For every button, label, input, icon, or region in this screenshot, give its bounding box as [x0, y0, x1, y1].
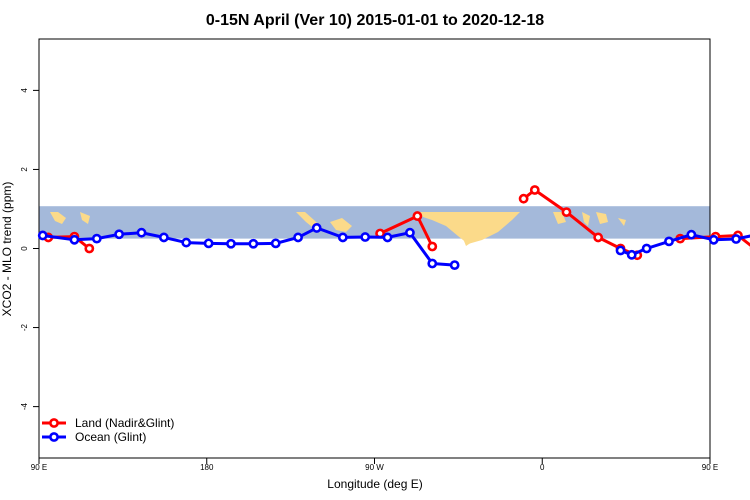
ocean-data-point [382, 232, 393, 243]
y-tick-label: 2 [20, 167, 29, 172]
x-tick-label: 90 E [31, 463, 47, 472]
ocean-data-point [360, 232, 371, 242]
ocean-data-point [626, 249, 637, 260]
legend-ocean-label: Ocean (Glint) [75, 430, 146, 444]
legend-land-marker [49, 418, 59, 428]
y-axis-label: XCO2 - MLO trend (ppm) [0, 182, 14, 317]
land-data-point [593, 232, 604, 243]
land-data-point [84, 243, 95, 254]
x-axis: 90 E 180 90 W 0 90 E [31, 458, 718, 472]
ocean-data-point [337, 232, 348, 243]
ocean-data-point [270, 238, 281, 249]
ocean-data-point [114, 229, 125, 240]
ocean-data-point [615, 245, 626, 256]
ocean-data-point [311, 223, 322, 233]
x-tick-label: 90 E [702, 463, 718, 472]
plot-frame [38, 38, 711, 459]
ocean-data-point [293, 232, 303, 243]
land-data-point [412, 211, 423, 221]
ocean-data-point [686, 229, 697, 240]
ocean-data-point [226, 238, 236, 249]
legend: Land (Nadir&Glint) Ocean (Glint) [42, 416, 174, 444]
ocean-data-point [158, 232, 169, 243]
ocean-data-point [136, 227, 147, 238]
map-band [39, 206, 710, 246]
ocean-data-point [449, 260, 460, 271]
ocean-data-point [664, 236, 674, 247]
legend-ocean-marker [49, 432, 59, 442]
land-patch [462, 236, 472, 246]
y-tick-label: 0 [20, 246, 29, 251]
land-patch [415, 212, 520, 244]
ocean-data-point [37, 230, 48, 241]
chart-title: 0-15N April (Ver 10) 2015-01-01 to 2020-… [206, 12, 544, 29]
ocean-data-point [248, 238, 259, 249]
y-tick-label: 4 [20, 88, 29, 93]
ocean-data-point [731, 234, 741, 244]
land-data-point [561, 207, 572, 218]
series-layer [37, 185, 750, 271]
y-tick-label: -4 [20, 403, 29, 411]
land-patch [330, 218, 352, 232]
ocean-data-point [181, 237, 192, 248]
land-data-point [427, 241, 438, 252]
y-axis: -4 -2 0 2 4 [20, 88, 39, 411]
ocean-data-point [203, 238, 214, 249]
ocean-data-point [69, 234, 80, 245]
x-tick-label: 0 [540, 463, 545, 472]
x-axis-label: Longitude (deg E) [327, 477, 422, 491]
land-patch [618, 218, 626, 226]
land-data-point [529, 185, 540, 195]
ocean-series-line [619, 233, 750, 257]
ocean-data-point [405, 227, 415, 238]
ocean-data-point [641, 243, 652, 254]
legend-land-label: Land (Nadir&Glint) [75, 416, 174, 430]
land-patch [80, 212, 90, 224]
x-tick-label: 90 W [365, 463, 384, 472]
land-patch [50, 212, 66, 224]
ocean-data-point [427, 258, 438, 269]
land-patch [596, 212, 608, 224]
y-tick-label: -2 [20, 323, 29, 331]
x-tick-label: 180 [200, 463, 214, 472]
ocean-data-point [91, 233, 102, 244]
land-patch [582, 212, 590, 226]
land-data-point [518, 193, 529, 204]
ocean-data-point [708, 234, 719, 245]
